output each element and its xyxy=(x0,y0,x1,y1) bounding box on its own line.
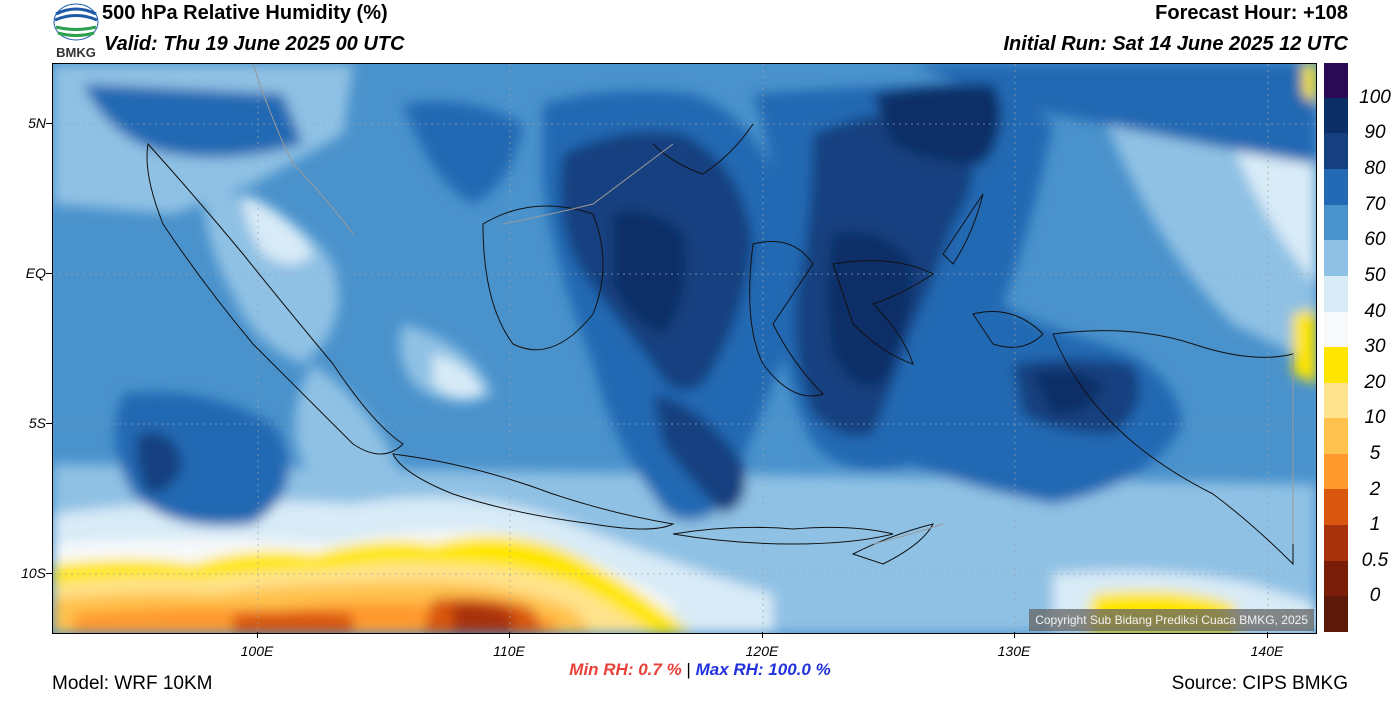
page-title: 500 hPa Relative Humidity (%) xyxy=(102,2,388,24)
colorbar-segment xyxy=(1324,347,1348,383)
initial-run: Initial Run: Sat 14 June 2025 12 UTC xyxy=(1003,33,1348,55)
colorbar-segment xyxy=(1324,63,1348,98)
colorbar-segment xyxy=(1324,561,1348,596)
colorbar-label: 50 xyxy=(1364,265,1386,286)
colorbar-segment xyxy=(1324,383,1348,418)
colorbar-label: 70 xyxy=(1364,194,1386,215)
lon-label-110e: 110E xyxy=(493,643,525,659)
colorbar-label: 100 xyxy=(1359,87,1391,108)
lon-label-120e: 120E xyxy=(745,643,779,659)
colorbar-label: 90 xyxy=(1364,122,1386,143)
colorbar-label: 20 xyxy=(1364,372,1386,393)
lon-tick xyxy=(509,632,510,638)
colorbar-label: 80 xyxy=(1364,158,1386,179)
colorbar xyxy=(1324,63,1348,632)
map-canvas xyxy=(53,64,1316,633)
colorbar-segment xyxy=(1324,525,1348,561)
max-rh: Max RH: 100.0 % xyxy=(695,660,831,679)
humidity-map xyxy=(52,63,1317,634)
colorbar-label: 0.5 xyxy=(1361,550,1389,571)
colorbar-label: 5 xyxy=(1369,443,1381,464)
humidity-field xyxy=(53,64,1316,633)
source-label: Source: CIPS BMKG xyxy=(1171,673,1348,694)
lat-tick xyxy=(46,573,52,574)
colorbar-segment xyxy=(1324,596,1348,632)
lon-label-100e: 100E xyxy=(240,643,274,659)
lon-tick xyxy=(1267,632,1268,638)
copyright-notice: Copyright Sub Bidang Prediksi Cuaca BMKG… xyxy=(1029,609,1314,631)
valid-time: Valid: Thu 19 June 2025 00 UTC xyxy=(104,33,405,55)
borders xyxy=(252,64,1294,545)
colorbar-label: 2 xyxy=(1369,479,1381,500)
colorbar-label: 0 xyxy=(1369,585,1381,606)
lat-label-5s: 5S xyxy=(28,415,46,431)
forecast-hour: Forecast Hour: +108 xyxy=(1155,2,1348,24)
colorbar-segment xyxy=(1324,98,1348,133)
colorbar-label: 60 xyxy=(1364,229,1386,250)
lat-label-10s: 10S xyxy=(21,565,46,581)
min-max-separator: | xyxy=(686,660,691,679)
colorbar-segment xyxy=(1324,418,1348,454)
lon-tick xyxy=(1014,632,1015,638)
colorbar-segment xyxy=(1324,133,1348,169)
colorbar-segment xyxy=(1324,312,1348,347)
lat-tick xyxy=(46,273,52,274)
model-label: Model: WRF 10KM xyxy=(52,673,213,694)
colorbar-segment xyxy=(1324,276,1348,312)
colorbar-segment xyxy=(1324,240,1348,276)
logo-text: BMKG xyxy=(56,45,96,60)
colorbar-segment xyxy=(1324,489,1348,525)
colorbar-segment xyxy=(1324,454,1348,489)
bmkg-logo xyxy=(52,2,100,60)
lon-label-130e: 130E xyxy=(997,643,1031,659)
min-max-summary: Min RH: 0.7 % | Max RH: 100.0 % xyxy=(0,660,1400,680)
lat-label-eq: EQ xyxy=(25,265,46,281)
lon-tick xyxy=(762,632,763,638)
lon-label-140e: 140E xyxy=(1250,643,1284,659)
colorbar-label: 40 xyxy=(1364,301,1386,322)
colorbar-segment xyxy=(1324,205,1348,240)
colorbar-label: 1 xyxy=(1369,514,1381,535)
lon-tick xyxy=(257,632,258,638)
colorbar-segment xyxy=(1324,169,1348,205)
graticule xyxy=(53,64,1316,633)
min-rh: Min RH: 0.7 % xyxy=(569,660,682,679)
coastlines xyxy=(146,123,1294,566)
colorbar-label: 10 xyxy=(1364,407,1386,428)
lat-tick xyxy=(46,123,52,124)
lat-tick xyxy=(46,423,52,424)
lat-label-5n: 5N xyxy=(28,115,46,131)
colorbar-label: 30 xyxy=(1364,336,1386,357)
